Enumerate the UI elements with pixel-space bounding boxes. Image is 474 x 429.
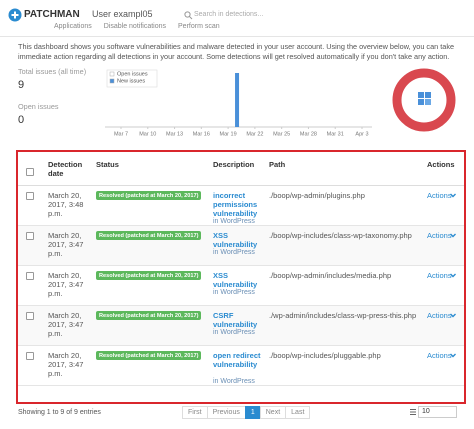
detection-date: March 20, 2017, 3:47 p.m. (48, 271, 84, 298)
entries-info: Showing 1 to 9 of 9 entries (18, 409, 101, 416)
dropdown-caret (450, 273, 456, 278)
x-tick-label: Mar 28 (300, 131, 317, 137)
legend-box (106, 69, 158, 88)
status-badge: Resolved (patched at March 20, 2017) (96, 231, 202, 240)
actions-button[interactable]: Actions (427, 311, 452, 320)
column-header: Description (213, 160, 255, 169)
page-size-select[interactable]: 10 (418, 406, 457, 418)
path: ./boop/wp-includes/pluggable.php (269, 351, 381, 360)
dropdown-caret (450, 353, 456, 358)
page-size-icon (410, 409, 416, 415)
dropdown-caret (450, 313, 456, 318)
detection-date: March 20, 2017, 3:48 p.m. (48, 191, 84, 218)
x-tick-label: Mar 31 (327, 131, 344, 137)
nav-link[interactable]: Disable notifications (103, 23, 167, 30)
x-tick-label: Apr 3 (355, 131, 368, 137)
intro-text: This dashboard shows you software vulner… (18, 42, 455, 61)
path: ./boop/wp-includes/class-wp-taxonomy.php (269, 231, 412, 240)
nav: Applications Disable notifications Perform… (54, 23, 220, 30)
ring-icon (418, 92, 431, 105)
x-tick-label: Mar 25 (273, 131, 290, 137)
page-button[interactable]: Next (259, 406, 287, 419)
x-tick-label: Mar 7 (114, 131, 128, 137)
detections-table (16, 150, 466, 404)
pagination: First Previous 1 Next Last (182, 406, 311, 419)
legend-swatch (109, 78, 115, 84)
table-row (18, 266, 464, 306)
actions-button[interactable]: Actions (427, 351, 452, 360)
vendor: in WordPress (213, 218, 255, 225)
status-badge: Resolved (patched at March 20, 2017) (96, 191, 202, 200)
description-link[interactable]: XSS vulnerability (213, 271, 258, 289)
status-ring (392, 68, 456, 132)
table-row (18, 186, 464, 226)
checkbox[interactable] (26, 272, 34, 280)
logo-icon (8, 8, 22, 22)
stat-value: 9 (18, 79, 25, 91)
x-tick-label: Mar 22 (246, 131, 263, 137)
description-link[interactable]: incorrect permissions vulnerability (213, 191, 258, 218)
path: ./boop/wp-admin/includes/media.php (269, 271, 392, 280)
description-link[interactable]: open redirect vulnerability (213, 351, 261, 369)
header-divider (18, 185, 464, 186)
table-row (18, 306, 464, 346)
table-row (18, 226, 464, 266)
description-link[interactable]: CSRF vulnerability (213, 311, 258, 329)
x-tick-label: Mar 13 (166, 131, 183, 137)
issues-chart: Mar 7 Mar 10 Mar 13 Mar 16 Mar 19 Mar 22 Mar 2… (105, 68, 456, 137)
vendor: in WordPress (213, 329, 255, 336)
stat-label: Open issues (18, 102, 59, 111)
user-name: User exampl05 (92, 9, 153, 19)
legend-label: Open issues (117, 71, 148, 77)
column-header: Actions (427, 160, 455, 169)
path: ./boop/wp-admin/plugins.php (269, 191, 365, 200)
path: ./wp-admin/includes/class-wp-press-this.… (269, 311, 417, 320)
nav-link[interactable]: Perform scan (178, 23, 220, 30)
header-divider (0, 36, 474, 37)
bar (235, 73, 240, 127)
status-badge: Resolved (patched at March 20, 2017) (96, 271, 202, 280)
column-header: Path (269, 160, 286, 169)
checkbox[interactable] (26, 232, 34, 240)
x-tick-label: Mar 19 (220, 131, 237, 137)
legend-label: New issues (117, 78, 145, 84)
search-icon (184, 11, 193, 20)
vendor: in WordPress (213, 289, 255, 296)
vendor: in WordPress (213, 249, 255, 256)
stat-value: 0 (18, 114, 25, 126)
page-button[interactable]: Previous (206, 406, 246, 419)
detection-date: March 20, 2017, 3:47 p.m. (48, 351, 84, 378)
description-link[interactable]: XSS vulnerability (213, 231, 258, 249)
stat-label: Total issues (all time) (18, 67, 87, 76)
page-button[interactable]: Last (285, 406, 311, 419)
checkbox[interactable] (26, 352, 34, 360)
checkbox[interactable] (26, 168, 34, 176)
page-button[interactable]: First (182, 406, 208, 419)
detection-date: March 20, 2017, 3:47 p.m. (48, 231, 84, 258)
status-badge: Resolved (patched at March 20, 2017) (96, 311, 202, 320)
checkbox[interactable] (26, 192, 34, 200)
status-badge: Resolved (patched at March 20, 2017) (96, 351, 202, 360)
column-header: Status (96, 160, 119, 169)
detection-date: March 20, 2017, 3:47 p.m. (48, 311, 84, 338)
search-input[interactable]: Search in detections... (194, 11, 264, 18)
actions-button[interactable]: Actions (427, 231, 452, 240)
page-button[interactable]: 1 (244, 406, 261, 419)
column-header: Detection date (48, 160, 83, 178)
x-tick-label: Mar 10 (139, 131, 156, 137)
brand: PATCHMAN (24, 9, 80, 20)
checkbox[interactable] (26, 312, 34, 320)
actions-button[interactable]: Actions (427, 191, 452, 200)
x-tick-label: Mar 16 (193, 131, 210, 137)
dropdown-caret (450, 233, 456, 238)
nav-link[interactable]: Applications (54, 23, 92, 30)
dropdown-caret (450, 193, 456, 198)
legend-swatch (109, 71, 115, 77)
actions-button[interactable]: Actions (427, 271, 452, 280)
vendor: in WordPress (213, 378, 255, 385)
table-row (18, 346, 464, 386)
